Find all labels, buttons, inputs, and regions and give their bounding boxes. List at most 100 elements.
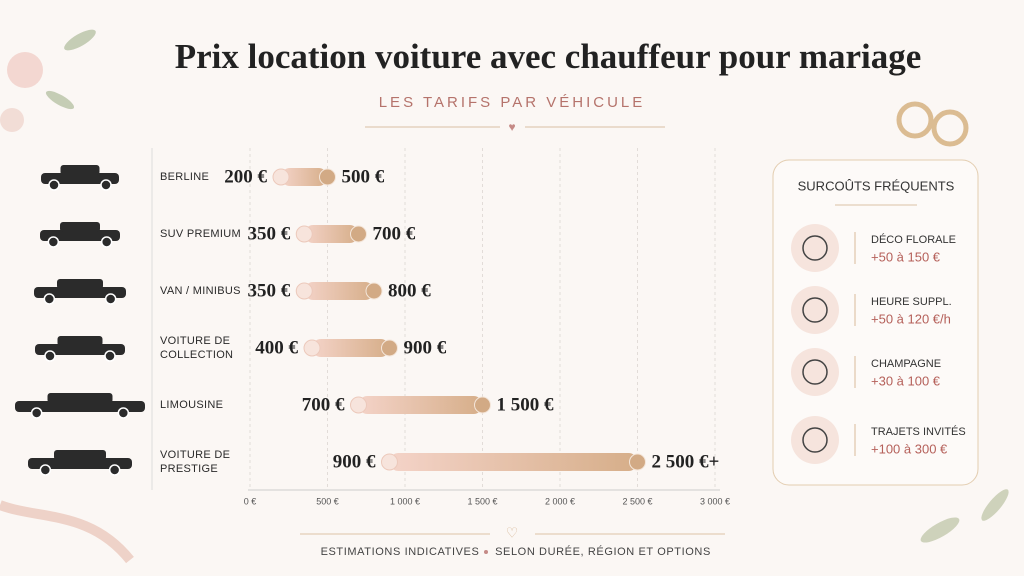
max-label: 500 €	[342, 166, 385, 187]
car-cabin	[47, 393, 113, 403]
x-tick-label: 1 500 €	[467, 496, 497, 506]
car-icon	[34, 279, 126, 305]
min-label: 350 €	[248, 223, 291, 244]
heart: ♥	[508, 120, 515, 134]
range-bar	[312, 339, 390, 357]
x-tick-label: 1 000 €	[390, 496, 420, 506]
min-label: 400 €	[255, 337, 298, 358]
car-wheel	[100, 236, 113, 248]
range-end	[365, 282, 383, 300]
decoration	[0, 29, 1009, 564]
car-icon	[41, 165, 119, 191]
car-icon	[15, 393, 145, 419]
car-body	[40, 230, 120, 241]
range-bar	[304, 225, 359, 243]
range-end	[629, 453, 646, 471]
extra-price: +50 à 150 €	[871, 249, 941, 264]
extra-icon	[791, 416, 839, 464]
car-body	[41, 173, 119, 184]
x-tick-label: 3 000 €	[700, 496, 730, 506]
extra-label: DÉCO FLORALE	[871, 233, 956, 246]
range-start	[295, 225, 313, 243]
car-body	[28, 458, 132, 469]
car-cabin	[60, 165, 100, 175]
range-bar	[281, 168, 328, 186]
car-wheel	[100, 179, 112, 191]
car-wheel	[48, 179, 60, 191]
extra-price: +100 à 300 €	[871, 441, 948, 456]
max-label: 900 €	[404, 337, 447, 358]
bullet	[484, 550, 488, 554]
range-start	[381, 453, 398, 471]
car-icon	[28, 450, 132, 476]
car-wheel	[47, 236, 60, 248]
extra-icon-inner	[802, 427, 828, 453]
extra-icon	[791, 348, 839, 396]
extra-price: +50 à 120 €/h	[871, 311, 951, 326]
max-label: 2 500 €+	[652, 451, 720, 472]
extra-icon-inner	[802, 235, 828, 261]
category-label: LIMOUSINE	[160, 399, 224, 411]
car-body	[35, 344, 125, 355]
x-tick-label: 0 €	[244, 496, 257, 506]
chart-subtitle: LES TARIFS PAR VÉHICULE	[379, 94, 646, 111]
extra-icon-inner	[802, 359, 828, 385]
range-start	[303, 339, 321, 357]
x-tick-label: 2 500 €	[622, 496, 652, 506]
footer-note: SELON DURÉE, RÉGION ET OPTIONS	[495, 545, 711, 558]
range-end	[319, 168, 336, 186]
min-label: 700 €	[302, 394, 345, 415]
extra-label: TRAJETS INVITÉS	[871, 425, 966, 438]
extra-price: +30 à 100 €	[871, 373, 941, 388]
car-wheel	[108, 464, 121, 476]
max-label: 700 €	[373, 223, 416, 244]
min-label: 350 €	[248, 280, 291, 301]
x-tick-label: 2 000 €	[545, 496, 575, 506]
max-label: 1 500 €	[497, 394, 555, 415]
range-end	[381, 339, 398, 357]
car-wheel	[30, 407, 43, 419]
category-label: SUV PREMIUM	[160, 228, 241, 240]
sidebar-title: SURCOÛTS FRÉQUENTS	[798, 178, 955, 193]
car-body	[34, 287, 126, 298]
range-start	[295, 282, 313, 300]
range-bar	[358, 396, 483, 414]
heart: ♡	[506, 525, 519, 541]
category-label: VOITURE DE PRESTIGE	[160, 449, 231, 475]
car-wheel	[117, 407, 130, 419]
chart-title: Prix location voiture avec chauffeur pou…	[175, 37, 922, 76]
car-wheel	[39, 464, 52, 476]
car-icon	[35, 336, 125, 362]
car-cabin	[57, 279, 103, 289]
range-end	[474, 396, 491, 414]
car-cabin	[57, 336, 103, 346]
car-cabin	[60, 222, 100, 232]
range-start	[350, 396, 367, 414]
car-body	[15, 401, 145, 412]
category-label: BERLINE	[160, 171, 210, 183]
car-wheel	[44, 350, 56, 362]
extra-icon-inner	[802, 297, 828, 323]
category-label: VAN / MINIBUS	[160, 285, 241, 297]
car-wheel	[104, 350, 116, 362]
car-icon	[40, 222, 120, 248]
max-label: 800 €	[388, 280, 431, 301]
x-tick-label: 500 €	[316, 496, 339, 506]
extra-label: CHAMPAGNE	[871, 358, 941, 370]
range-bar	[304, 282, 374, 300]
category-label: VOITURE DE COLLECTION	[160, 335, 234, 361]
car-cabin	[54, 450, 106, 460]
range-bar	[389, 453, 638, 471]
min-label: 200 €	[224, 166, 267, 187]
range-end	[350, 225, 367, 243]
car-wheel	[104, 293, 117, 305]
footer-note: ESTIMATIONS INDICATIVES	[321, 546, 480, 558]
extra-icon	[791, 286, 839, 334]
min-label: 900 €	[333, 451, 376, 472]
extra-label: HEURE SUPPL.	[871, 296, 952, 308]
car-wheel	[43, 293, 56, 305]
range-start	[272, 168, 290, 186]
extra-icon	[791, 224, 839, 272]
